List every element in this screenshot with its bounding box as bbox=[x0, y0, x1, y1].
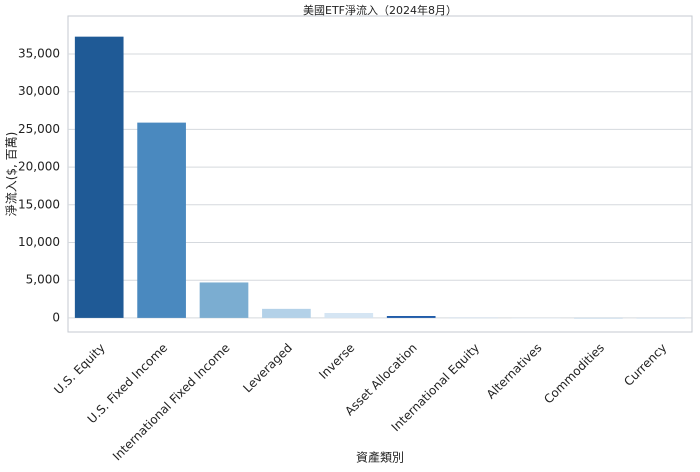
plot-frame bbox=[67, 15, 693, 333]
y-tick-label: 10,000 bbox=[18, 235, 60, 249]
bar bbox=[574, 317, 623, 319]
bar bbox=[511, 317, 561, 319]
y-tick-label: 5,000 bbox=[26, 273, 60, 287]
y-axis-label: 淨流入($, 百萬) bbox=[5, 132, 19, 217]
x-tick-label: Commodities bbox=[541, 341, 607, 407]
x-tick-label: Currency bbox=[621, 341, 669, 389]
bar bbox=[324, 312, 374, 318]
x-tick-label: U.S. Equity bbox=[51, 341, 107, 397]
bar bbox=[199, 282, 249, 318]
bar bbox=[386, 316, 436, 318]
y-tick-label: 25,000 bbox=[18, 122, 60, 136]
x-tick-label: Alternatives bbox=[484, 341, 545, 402]
bar bbox=[262, 308, 311, 318]
y-tick-label: 30,000 bbox=[18, 84, 60, 98]
x-axis-label: 資產類別 bbox=[356, 450, 404, 465]
bar bbox=[636, 317, 686, 319]
chart-title: 美國ETF淨流入（2024年8月） bbox=[303, 3, 457, 17]
y-tick-label: 15,000 bbox=[18, 197, 60, 211]
y-tick-label: 35,000 bbox=[18, 47, 60, 61]
x-tick-label: Leveraged bbox=[240, 341, 295, 396]
y-tick-label: 0 bbox=[52, 310, 60, 324]
bar bbox=[74, 36, 124, 318]
bar bbox=[449, 317, 498, 319]
bar bbox=[137, 122, 186, 318]
x-tick-label: International Fixed Income bbox=[110, 341, 233, 464]
y-tick-label: 20,000 bbox=[18, 160, 60, 174]
x-tick-label: Inverse bbox=[316, 341, 357, 382]
